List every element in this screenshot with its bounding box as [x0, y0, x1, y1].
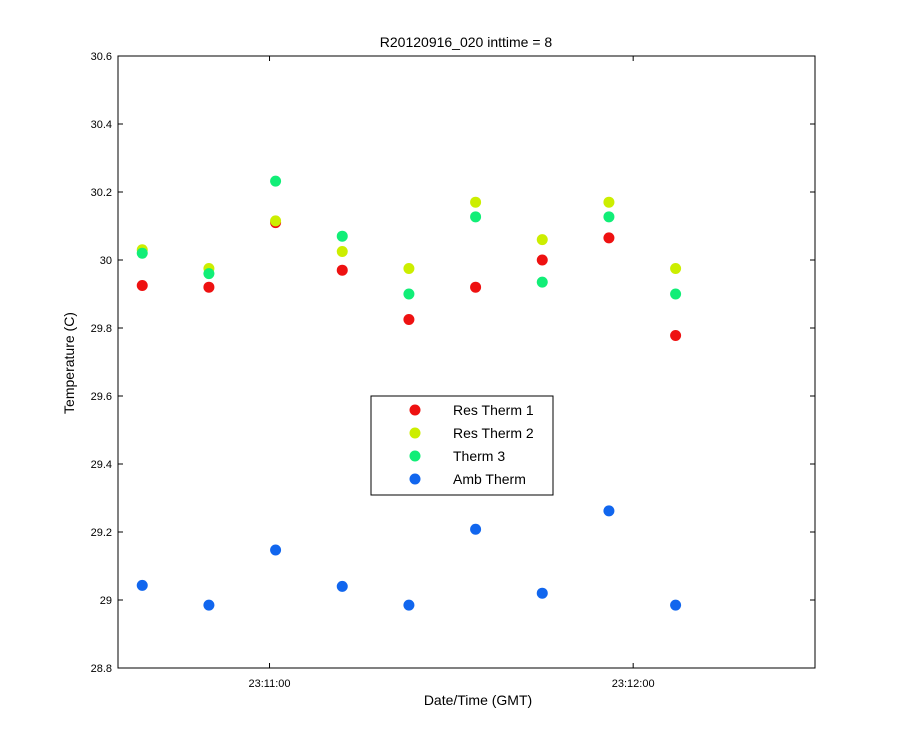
- legend-label: Amb Therm: [453, 471, 526, 487]
- data-point: [403, 288, 415, 300]
- data-point: [403, 314, 415, 325]
- y-tick-label: 29.4: [91, 459, 112, 471]
- legend: Res Therm 1 Res Therm 2 Therm 3 Amb Therm: [370, 395, 554, 496]
- y-tick-label: 30.4: [91, 119, 112, 131]
- data-point: [536, 587, 548, 599]
- x-tick-label: 23:11:00: [249, 678, 291, 690]
- legend-marker: [409, 473, 421, 485]
- legend-label: Res Therm 1: [453, 402, 534, 418]
- y-tick-label: 30.2: [91, 187, 112, 199]
- data-point: [670, 599, 682, 611]
- data-point: [470, 281, 482, 293]
- x-axis-label: Date/Time (GMT): [424, 692, 532, 708]
- data-point: [603, 505, 615, 517]
- data-point: [603, 232, 615, 244]
- chart-title: R20120916_020 inttime = 8: [380, 34, 553, 50]
- data-point: [670, 263, 682, 274]
- x-axis-ticks: 23:11:00 23:12:00: [249, 56, 655, 690]
- y-tick-label: 30: [100, 255, 112, 267]
- data-point: [336, 580, 348, 592]
- data-points: [136, 175, 682, 611]
- data-point: [203, 268, 215, 280]
- y-tick-label: 29: [100, 595, 112, 607]
- data-point: [403, 599, 415, 611]
- data-point: [336, 246, 348, 257]
- y-tick-label: 29.6: [91, 391, 112, 403]
- legend-marker: [409, 427, 421, 439]
- data-point: [403, 263, 415, 274]
- data-point: [203, 599, 215, 611]
- data-point: [270, 175, 282, 187]
- y-axis-ticks: 28.8 29 29.2 29.4 29.6 29.8 30 30.2 30.4 30.6: [91, 51, 815, 675]
- legend-label: Therm 3: [453, 448, 505, 464]
- data-point: [536, 234, 548, 246]
- plot-area-border: [117, 55, 816, 669]
- data-point: [203, 281, 215, 293]
- data-point: [470, 211, 482, 223]
- y-axis-label: Temperature (C): [61, 312, 77, 414]
- legend-marker: [409, 450, 421, 462]
- data-point: [670, 329, 682, 341]
- data-point: [336, 230, 348, 242]
- legend-box: [370, 395, 554, 496]
- data-point: [336, 264, 348, 276]
- data-point: [136, 247, 148, 259]
- data-point: [670, 288, 682, 300]
- data-point: [536, 276, 548, 288]
- legend-marker: [409, 404, 421, 416]
- data-point: [470, 523, 482, 535]
- y-tick-label: 29.2: [91, 527, 112, 539]
- data-point: [536, 254, 548, 266]
- y-tick-label: 30.6: [91, 51, 112, 63]
- data-point: [603, 196, 615, 208]
- data-point: [136, 579, 148, 591]
- data-point: [470, 196, 482, 208]
- legend-label: Res Therm 2: [453, 425, 534, 441]
- y-tick-label: 29.8: [91, 323, 112, 335]
- x-tick-label: 23:12:00: [612, 678, 655, 690]
- y-tick-label: 28.8: [91, 663, 112, 675]
- data-point: [270, 215, 282, 227]
- data-point: [136, 280, 148, 291]
- data-point: [270, 544, 282, 556]
- axes-frame: [117, 55, 816, 669]
- data-point: [603, 211, 615, 223]
